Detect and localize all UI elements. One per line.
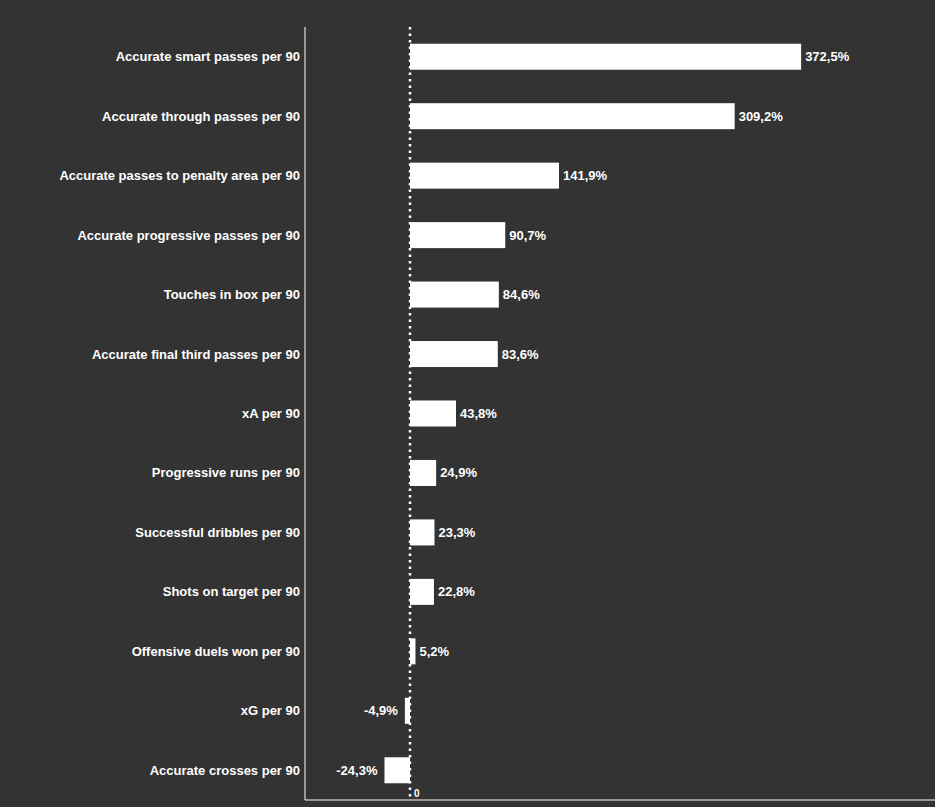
bar [405,698,410,724]
category-label: Accurate progressive passes per 90 [77,228,300,243]
data-label: 23,3% [438,525,475,540]
category-label: Accurate smart passes per 90 [116,49,300,64]
bars [384,44,801,784]
category-label: Accurate passes to penalty area per 90 [59,168,300,183]
category-label: Accurate through passes per 90 [102,109,300,124]
bar [410,401,456,427]
chart-root: 0 Accurate smart passes per 90 Accurate th… [0,0,935,807]
bar [410,44,801,70]
bar [410,103,735,129]
bar [410,222,505,248]
data-label: -4,9% [364,703,398,718]
data-label: 372,5% [805,49,850,64]
chart: 0 Accurate smart passes per 90 Accurate th… [0,0,935,807]
data-label: 24,9% [440,465,477,480]
category-label: xG per 90 [241,703,300,718]
bar [410,460,436,486]
data-label: 43,8% [460,406,497,421]
bar [410,638,415,664]
data-label: 83,6% [502,347,539,362]
x-axis-line [305,800,935,801]
category-label: Successful dribbles per 90 [135,525,300,540]
bar [410,519,434,545]
bar [410,341,498,367]
category-label: Accurate crosses per 90 [150,763,300,778]
data-label: -24,3% [336,763,378,778]
background [0,0,935,807]
category-label: Accurate final third passes per 90 [92,347,300,362]
category-label: Shots on target per 90 [163,584,300,599]
data-label: 90,7% [509,228,546,243]
y-axis-line [305,27,306,800]
category-label: Progressive runs per 90 [152,465,300,480]
bar [410,579,434,605]
x-tick-label: 0 [414,788,420,799]
bar [410,282,499,308]
category-label: Touches in box per 90 [164,287,300,302]
category-label: Offensive duels won per 90 [132,644,300,659]
data-label: 309,2% [739,109,784,124]
data-label: 22,8% [438,584,475,599]
category-label: xA per 90 [242,406,300,421]
bar [410,163,559,189]
data-label: 141,9% [563,168,608,183]
bar [384,757,410,783]
data-label: 84,6% [503,287,540,302]
data-label: 5,2% [419,644,449,659]
